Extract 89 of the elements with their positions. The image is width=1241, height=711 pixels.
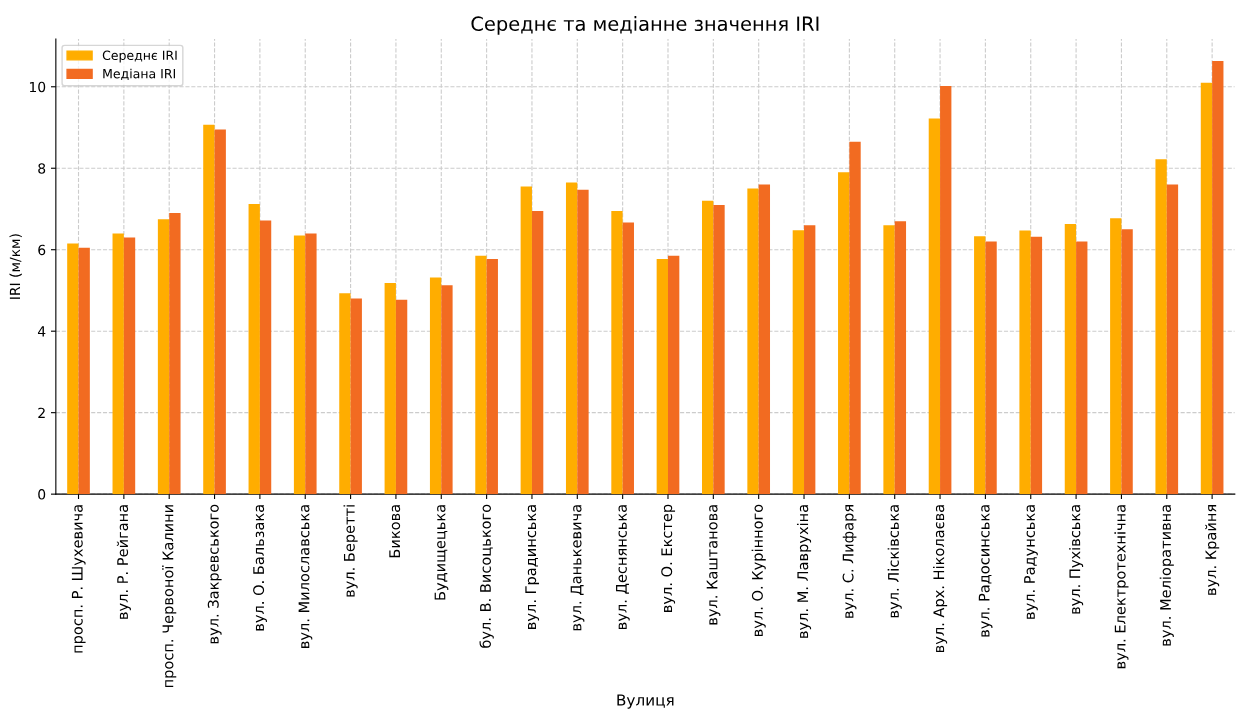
bar bbox=[611, 211, 623, 495]
bar bbox=[1121, 229, 1133, 495]
x-tick-label: Будищецька bbox=[434, 505, 449, 600]
bar bbox=[565, 182, 578, 495]
bar bbox=[305, 233, 317, 495]
bar bbox=[157, 219, 170, 495]
bar bbox=[339, 293, 351, 495]
bar bbox=[667, 255, 680, 495]
x-tick-label: вул. О. Курінного bbox=[751, 504, 766, 636]
bar bbox=[259, 220, 272, 495]
x-tick-label: вул. Радосинська bbox=[978, 505, 993, 637]
x-tick-label: вул. Каштанова bbox=[706, 505, 721, 625]
bar bbox=[622, 222, 634, 495]
x-tick-label: вул. Данькевича bbox=[570, 505, 585, 631]
y-tick-label: 0 bbox=[38, 489, 46, 500]
bar bbox=[792, 230, 805, 495]
bar bbox=[1155, 159, 1167, 495]
bar bbox=[1200, 82, 1213, 495]
bar bbox=[940, 85, 952, 495]
y-tick-label: 10 bbox=[29, 81, 46, 93]
x-tick-label: вул. Крайня bbox=[1205, 505, 1220, 595]
x-tick-label: просп. Червоної Калини bbox=[162, 505, 177, 688]
bar bbox=[78, 247, 90, 495]
bar bbox=[248, 204, 260, 495]
legend-label: Медіана IRI bbox=[103, 68, 175, 80]
x-tick-label: вул. Беретті bbox=[343, 505, 358, 597]
bar bbox=[577, 189, 589, 495]
bar bbox=[713, 204, 725, 495]
bar bbox=[758, 184, 771, 495]
x-tick-label: Бикова bbox=[389, 505, 401, 558]
x-tick-label: вул. Пухівська bbox=[1069, 505, 1084, 614]
bar bbox=[203, 124, 215, 495]
x-tick-label: вул. Деснянська bbox=[616, 505, 630, 629]
bar bbox=[985, 241, 997, 495]
x-tick-label: вул. Електротехнічна bbox=[1114, 505, 1129, 669]
x-axis-title: Вулиця bbox=[617, 694, 674, 709]
x-tick-label: вул. О. Бальзака bbox=[253, 505, 267, 631]
bar bbox=[293, 235, 306, 495]
x-tick-label: просп. Р. Шухевича bbox=[71, 505, 86, 653]
bar bbox=[1076, 241, 1088, 495]
chart-title: Середнє та медіанне значення IRI bbox=[471, 16, 819, 35]
bar bbox=[1212, 61, 1224, 495]
bar bbox=[395, 299, 408, 495]
bar bbox=[747, 188, 759, 495]
bar bbox=[214, 129, 226, 495]
bar bbox=[429, 277, 442, 495]
x-tick-label: бул. В. Висоцького bbox=[479, 504, 494, 648]
x-tick-label: вул. О. Екстер bbox=[661, 504, 676, 612]
y-tick-label: 4 bbox=[37, 326, 46, 337]
x-tick-label: вул. Арх. Ніколаєва bbox=[933, 505, 948, 653]
bar bbox=[838, 172, 850, 495]
y-tick-label: 2 bbox=[38, 407, 45, 418]
bar bbox=[123, 237, 136, 495]
x-tick-label: вул. М. Лаврухіна bbox=[796, 505, 812, 638]
bar bbox=[112, 233, 124, 495]
bar bbox=[169, 213, 181, 495]
x-tick-label: вул. Меліоративна bbox=[1159, 505, 1174, 646]
x-tick-label: вул. Милославська bbox=[298, 505, 313, 648]
bar bbox=[67, 243, 79, 495]
bar bbox=[350, 298, 362, 495]
x-tick-label: вул. Градинська bbox=[525, 505, 540, 629]
y-tick-label: 6 bbox=[38, 244, 46, 256]
x-tick-label: вул. С. Лифаря bbox=[842, 505, 857, 618]
bar bbox=[384, 283, 396, 495]
bar bbox=[486, 259, 498, 495]
bar bbox=[531, 211, 544, 495]
bar bbox=[883, 225, 895, 495]
bar bbox=[656, 259, 668, 495]
x-tick-label: вул. Закревського bbox=[207, 504, 222, 644]
bar bbox=[1019, 230, 1031, 495]
bar bbox=[1110, 218, 1122, 495]
x-tick-label: вул. Лісківська bbox=[887, 505, 902, 618]
y-axis-title: IRI (м/км) bbox=[9, 234, 22, 299]
bar bbox=[928, 118, 941, 495]
bar bbox=[475, 255, 487, 495]
bar bbox=[520, 186, 532, 495]
bar bbox=[1166, 184, 1179, 495]
bar bbox=[974, 236, 986, 495]
bar bbox=[894, 221, 907, 495]
bar bbox=[1064, 224, 1077, 495]
bar bbox=[849, 141, 861, 495]
bar bbox=[804, 225, 816, 495]
x-tick-label: вул. Радунська bbox=[1024, 505, 1038, 619]
bar bbox=[441, 285, 453, 495]
x-tick-label: вул. Р. Рейгана bbox=[116, 505, 131, 619]
legend-label: Середнє IRI bbox=[102, 50, 177, 63]
y-tick-label: 8 bbox=[38, 163, 46, 174]
bar bbox=[1030, 236, 1043, 495]
bar bbox=[702, 200, 714, 495]
